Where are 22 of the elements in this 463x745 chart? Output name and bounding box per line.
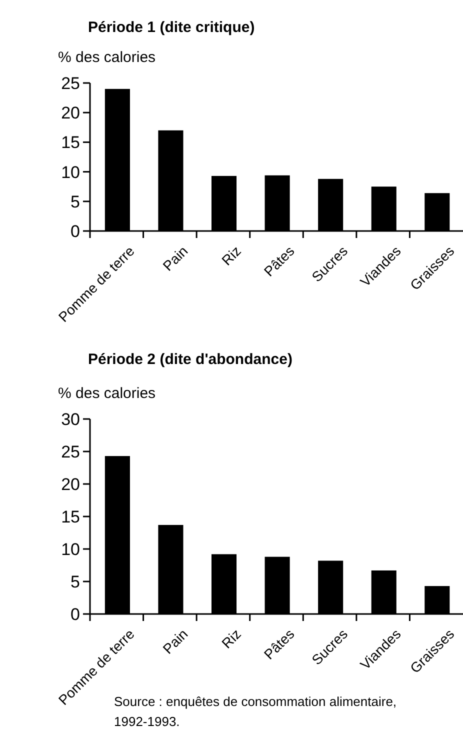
y-tick-label: 0 <box>70 604 80 624</box>
y-tick-label: 0 <box>70 222 80 241</box>
x-tick-label: Pain <box>160 242 191 274</box>
y-tick-label: 25 <box>61 442 80 462</box>
y-tick-label: 10 <box>61 162 80 182</box>
chart-title: Période 2 (dite d'abondance) <box>88 351 292 368</box>
y-tick-label: 20 <box>61 104 80 123</box>
y-tick-label: 20 <box>61 474 80 494</box>
y-axis-title: % des calories <box>58 385 156 402</box>
y-tick-label: 5 <box>70 572 80 592</box>
chart-title: Période 1 (dite critique) <box>88 19 255 36</box>
x-tick-label: Pain <box>160 626 191 657</box>
source-note: Source : enquêtes de consommation alimentaire, 1992-1993. <box>114 694 397 729</box>
x-tick-label: Riz <box>218 242 244 268</box>
x-tick-label: Riz <box>218 626 244 652</box>
y-tick-label: 15 <box>61 133 80 152</box>
y-tick-label: 5 <box>70 192 80 212</box>
y-tick-label: 25 <box>61 74 80 93</box>
y-axis-title: % des calories <box>58 49 156 66</box>
y-tick-label: 10 <box>61 540 80 559</box>
y-tick-label: 15 <box>61 507 80 526</box>
y-tick-label: 30 <box>61 410 80 429</box>
